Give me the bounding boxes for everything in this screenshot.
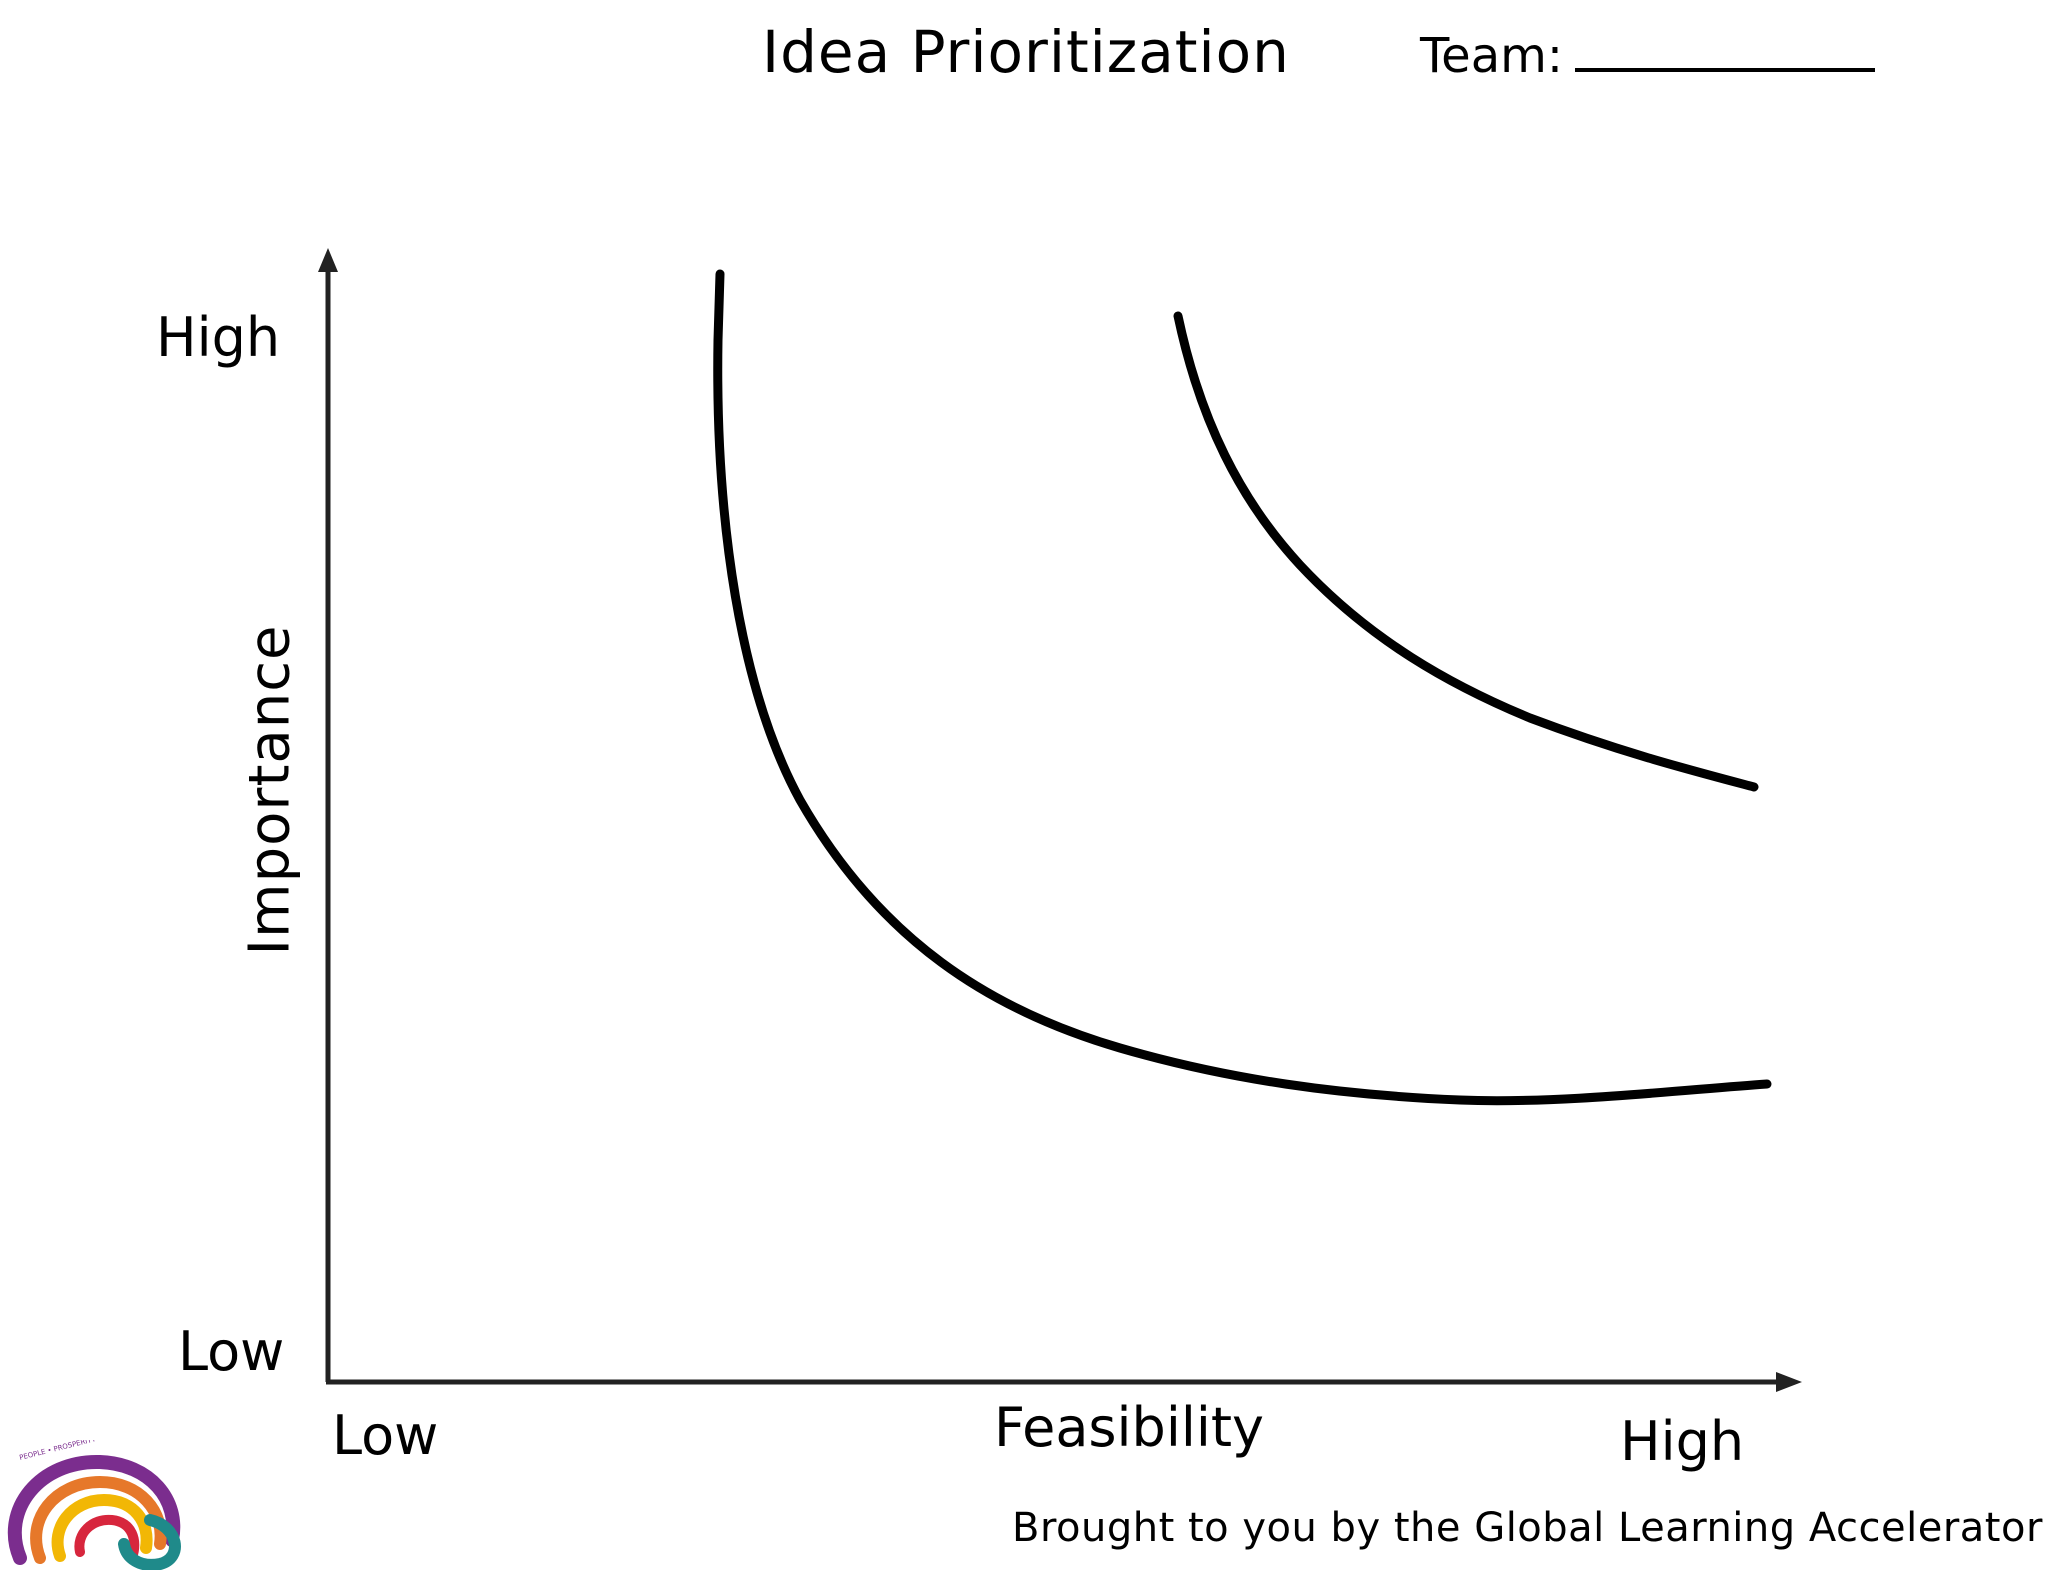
x-axis-arrow-icon (1776, 1372, 1802, 1392)
y-high-label: High (156, 306, 281, 369)
x-high-label: High (1620, 1410, 1745, 1473)
global-learning-accelerator-logo: PEOPLE • PROSPERITY • HUMANITY (7, 1440, 181, 1570)
team-label: Team: (1420, 28, 1564, 84)
x-axis-title: Feasibility (994, 1396, 1264, 1459)
upper-curve (1173, 311, 1759, 792)
credit-line: Brought to you by the Global Learning Ac… (1012, 1505, 2043, 1551)
page-title: Idea Prioritization (762, 18, 1290, 86)
team-blank-line[interactable] (1575, 28, 1876, 72)
x-low-label: Low (332, 1404, 439, 1467)
y-low-label: Low (178, 1320, 285, 1383)
team-field: Team: (1420, 28, 1876, 84)
y-axis-title: Importance (237, 624, 303, 956)
y-axis-arrow-icon (318, 248, 338, 272)
lower-curve (713, 269, 1772, 1106)
